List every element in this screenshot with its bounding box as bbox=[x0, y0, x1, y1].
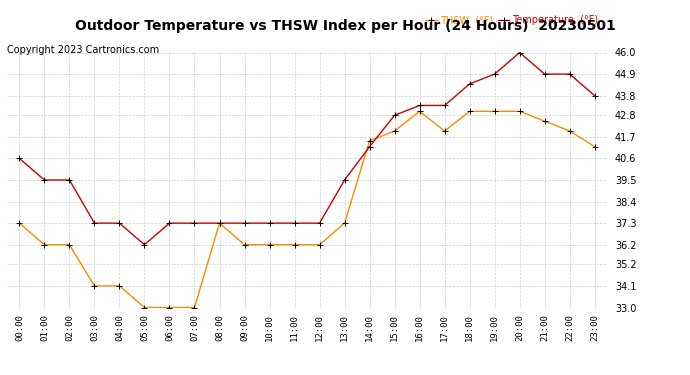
THSW  (°F) bbox=[166, 305, 174, 310]
Temperature  (°F) bbox=[566, 72, 574, 76]
THSW  (°F) bbox=[240, 243, 248, 247]
THSW  (°F) bbox=[190, 305, 199, 310]
THSW  (°F) bbox=[440, 129, 449, 133]
Temperature  (°F) bbox=[540, 72, 549, 76]
Temperature  (°F) bbox=[515, 50, 524, 55]
THSW  (°F) bbox=[266, 243, 274, 247]
Text: Copyright 2023 Cartronics.com: Copyright 2023 Cartronics.com bbox=[7, 45, 159, 55]
THSW  (°F) bbox=[115, 284, 124, 288]
Temperature  (°F) bbox=[166, 221, 174, 225]
THSW  (°F) bbox=[140, 305, 148, 310]
Temperature  (°F) bbox=[315, 221, 324, 225]
Temperature  (°F) bbox=[466, 82, 474, 86]
Temperature  (°F) bbox=[15, 156, 23, 160]
Temperature  (°F) bbox=[415, 103, 424, 108]
THSW  (°F) bbox=[40, 243, 48, 247]
THSW  (°F) bbox=[491, 109, 499, 114]
THSW  (°F) bbox=[340, 221, 348, 225]
THSW  (°F) bbox=[566, 129, 574, 133]
Temperature  (°F) bbox=[215, 221, 224, 225]
THSW  (°F) bbox=[466, 109, 474, 114]
Temperature  (°F) bbox=[491, 72, 499, 76]
THSW  (°F) bbox=[215, 221, 224, 225]
Temperature  (°F) bbox=[391, 113, 399, 117]
Temperature  (°F) bbox=[66, 178, 74, 182]
THSW  (°F) bbox=[366, 138, 374, 143]
THSW  (°F) bbox=[66, 243, 74, 247]
THSW  (°F) bbox=[591, 144, 599, 149]
Legend: THSW  (°F), Temperature  (°F): THSW (°F), Temperature (°F) bbox=[421, 12, 602, 29]
THSW  (°F) bbox=[391, 129, 399, 133]
THSW  (°F) bbox=[515, 109, 524, 114]
Temperature  (°F) bbox=[190, 221, 199, 225]
Text: Outdoor Temperature vs THSW Index per Hour (24 Hours)  20230501: Outdoor Temperature vs THSW Index per Ho… bbox=[75, 19, 615, 33]
THSW  (°F) bbox=[540, 119, 549, 123]
THSW  (°F) bbox=[415, 109, 424, 114]
THSW  (°F) bbox=[315, 243, 324, 247]
Temperature  (°F) bbox=[90, 221, 99, 225]
Temperature  (°F) bbox=[340, 178, 348, 182]
Temperature  (°F) bbox=[591, 93, 599, 98]
Temperature  (°F) bbox=[40, 178, 48, 182]
Temperature  (°F) bbox=[290, 221, 299, 225]
Temperature  (°F) bbox=[115, 221, 124, 225]
Temperature  (°F) bbox=[140, 243, 148, 247]
Temperature  (°F) bbox=[440, 103, 449, 108]
THSW  (°F) bbox=[90, 284, 99, 288]
Temperature  (°F) bbox=[240, 221, 248, 225]
THSW  (°F) bbox=[290, 243, 299, 247]
Line: Temperature  (°F): Temperature (°F) bbox=[17, 50, 598, 248]
Temperature  (°F) bbox=[366, 144, 374, 149]
Line: THSW  (°F): THSW (°F) bbox=[17, 109, 598, 310]
Temperature  (°F) bbox=[266, 221, 274, 225]
THSW  (°F) bbox=[15, 221, 23, 225]
